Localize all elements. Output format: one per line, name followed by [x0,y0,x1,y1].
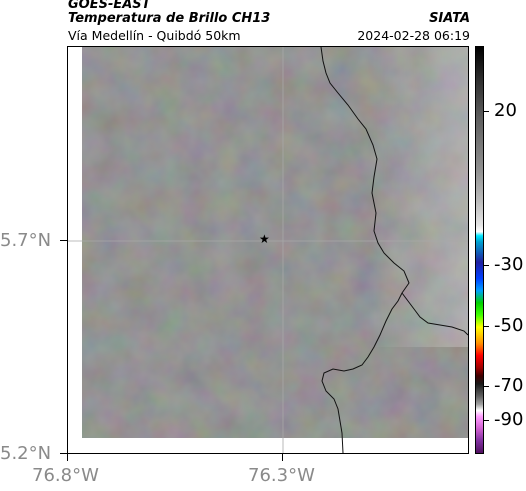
colorbar-label: -30 [494,254,524,275]
product-title: Temperatura de Brillo CH13 [68,11,271,26]
colorbar-label: -50 [494,315,524,336]
area-label: Vía Medellín - Quibdó 50km [68,28,241,43]
colorbar-tick [484,265,489,266]
lat-label: 5.2°N [0,443,52,464]
colorbar-tick [484,326,489,327]
boundary-line [320,47,410,453]
organization-label: SIATA [429,11,470,26]
lon-label: 76.3°W [248,465,315,486]
colorbar-label: -90 [494,409,524,430]
datetime-label: 2024-02-28 06:19 [357,28,470,43]
lon-tick [282,454,283,461]
map-panel[interactable]: ★ [67,46,469,454]
colorbar-tick [484,111,489,112]
colorbar-tick [484,386,489,387]
colorbar-label: 20 [494,100,517,121]
star-icon: ★ [259,232,270,246]
lat-tick [60,453,67,454]
colorbar-tick [484,420,489,421]
satellite-name: GOES-EAST [68,0,151,12]
lon-tick [67,454,68,461]
colorbar-label: -70 [494,375,524,396]
lat-tick [60,240,67,241]
map-image [68,47,468,453]
colorbar [475,46,484,454]
lat-label: 5.7°N [0,230,52,251]
eastern-highlands-tone [368,47,468,347]
boundary-branch [401,292,468,336]
lon-label: 76.8°W [32,465,99,486]
